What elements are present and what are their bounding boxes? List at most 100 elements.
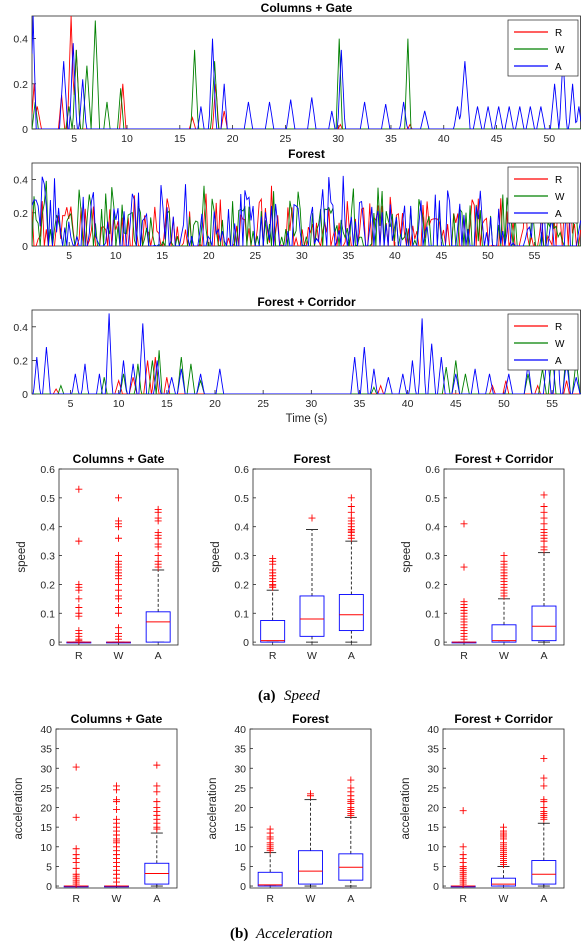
- x-tick-label: R: [72, 893, 80, 905]
- x-tick-label: 25: [257, 398, 269, 410]
- box-R: [66, 485, 92, 645]
- outlier-point: [72, 813, 80, 821]
- y-tick-label: 40: [234, 724, 246, 736]
- outlier-point: [113, 798, 120, 806]
- x-tick-label: W: [112, 893, 122, 905]
- x-tick-label: 10: [110, 250, 122, 262]
- caption-b-label: (b): [230, 926, 248, 942]
- x-tick-label: 5: [68, 398, 74, 410]
- iqr-box: [299, 595, 325, 637]
- outlier-point: [72, 845, 80, 853]
- x-tick-label: 25: [280, 133, 292, 145]
- box-W: [106, 494, 131, 644]
- y-tick-label: 0.4: [13, 322, 28, 334]
- outlier-point: [153, 782, 161, 790]
- y-tick-label: 30: [427, 763, 439, 775]
- legend-label-R: R: [555, 175, 562, 186]
- outlier-point: [115, 635, 122, 643]
- outlier-point: [459, 843, 467, 851]
- y-tick-label: 0: [434, 637, 440, 649]
- outlier-point: [459, 880, 467, 888]
- box-A: [531, 491, 557, 643]
- y-axis-label: speed: [210, 541, 222, 572]
- legend-label-W: W: [555, 45, 565, 56]
- y-tick-label: 0.2: [13, 355, 28, 367]
- box-R: [451, 520, 477, 644]
- outlier-point: [266, 847, 274, 855]
- y-tick-label: 0.4: [234, 522, 249, 534]
- line-chart-3: Forest + Corridor 0 0.2 0.4 5 10 15 20 25 30 35 40 4…: [13, 295, 581, 425]
- y-tick-label: 35: [40, 744, 52, 756]
- series-line-W: [32, 20, 581, 129]
- series-line-A: [32, 16, 581, 129]
- x-tick-label: W: [114, 650, 124, 662]
- box-plot-1: Columns + Gate 0 0.1 0.2 0.3 0.4 0.5 0.6 speed R W…: [16, 452, 179, 662]
- outlier-point: [153, 788, 161, 796]
- y-tick-label: 0: [22, 389, 28, 401]
- outlier-point: [459, 807, 467, 815]
- outlier-point: [540, 815, 548, 823]
- y-axis-label: acceleration: [400, 777, 412, 839]
- outlier-point: [540, 782, 548, 790]
- outlier-point: [269, 583, 277, 591]
- outlier-point: [347, 811, 355, 819]
- caption-b-text: Acceleration: [255, 926, 333, 942]
- y-tick-label: 0.6: [234, 464, 249, 476]
- outlier-point: [153, 798, 161, 806]
- y-tick-label: 25: [40, 783, 52, 795]
- legend-label-R: R: [555, 322, 562, 333]
- outlier-point: [72, 763, 80, 771]
- chart-title: Columns + Gate: [261, 1, 353, 15]
- legend-box: [507, 19, 579, 77]
- y-tick-label: 0.6: [425, 464, 440, 476]
- x-tick-label: 20: [209, 398, 221, 410]
- y-tick-label: 25: [427, 783, 439, 795]
- y-tick-label: 0.1: [425, 608, 440, 620]
- y-tick-label: 0.5: [234, 493, 249, 505]
- y-tick-label: 5: [433, 861, 439, 873]
- outlier-point: [460, 520, 468, 528]
- y-axis-label: acceleration: [207, 777, 219, 839]
- outlier-point: [347, 534, 355, 542]
- x-tick-label: 35: [343, 250, 355, 262]
- outlier-point: [72, 880, 80, 888]
- outlier-point: [75, 595, 83, 603]
- chart-title: Forest: [288, 147, 325, 161]
- outlier-point: [115, 523, 122, 531]
- x-tick-label: 15: [174, 133, 186, 145]
- x-tick-label: 40: [389, 250, 401, 262]
- y-tick-label: 0.2: [13, 208, 28, 220]
- legend: RWA: [507, 19, 579, 77]
- x-tick-label: A: [348, 650, 355, 662]
- outlier-point: [153, 825, 161, 833]
- outlier-point: [540, 491, 548, 499]
- box-R: [260, 554, 286, 643]
- box-R: [257, 825, 283, 887]
- iqr-box: [298, 850, 323, 885]
- box-W: [104, 782, 129, 888]
- y-tick-label: 25: [234, 783, 246, 795]
- x-tick-label: W: [499, 650, 509, 662]
- chart-title: Forest + Corridor: [257, 295, 356, 309]
- y-tick-label: 0: [240, 881, 246, 893]
- outlier-point: [115, 534, 122, 542]
- y-tick-label: 20: [427, 803, 439, 815]
- series-line-R: [32, 16, 581, 129]
- chart-title: Forest + Corridor: [455, 452, 554, 466]
- y-tick-label: 5: [46, 861, 52, 873]
- x-tick-label: 55: [529, 250, 541, 262]
- x-tick-label: A: [540, 650, 547, 662]
- outlier-point: [113, 878, 120, 886]
- box-A: [531, 754, 557, 887]
- y-tick-label: 0.4: [425, 522, 440, 534]
- y-tick-label: 0.1: [234, 608, 249, 620]
- box-A: [144, 761, 170, 887]
- outlier-point: [113, 786, 120, 794]
- y-axis-label: acceleration: [13, 777, 25, 839]
- outlier-point: [154, 563, 162, 571]
- box-W: [298, 790, 323, 887]
- x-tick-label: R: [459, 893, 467, 905]
- chart-title: Forest: [294, 452, 331, 466]
- box-plot-2: Forest 0 0.1 0.2 0.3 0.4 0.5 0.6 speed R W A: [210, 452, 372, 662]
- box-A: [145, 505, 171, 643]
